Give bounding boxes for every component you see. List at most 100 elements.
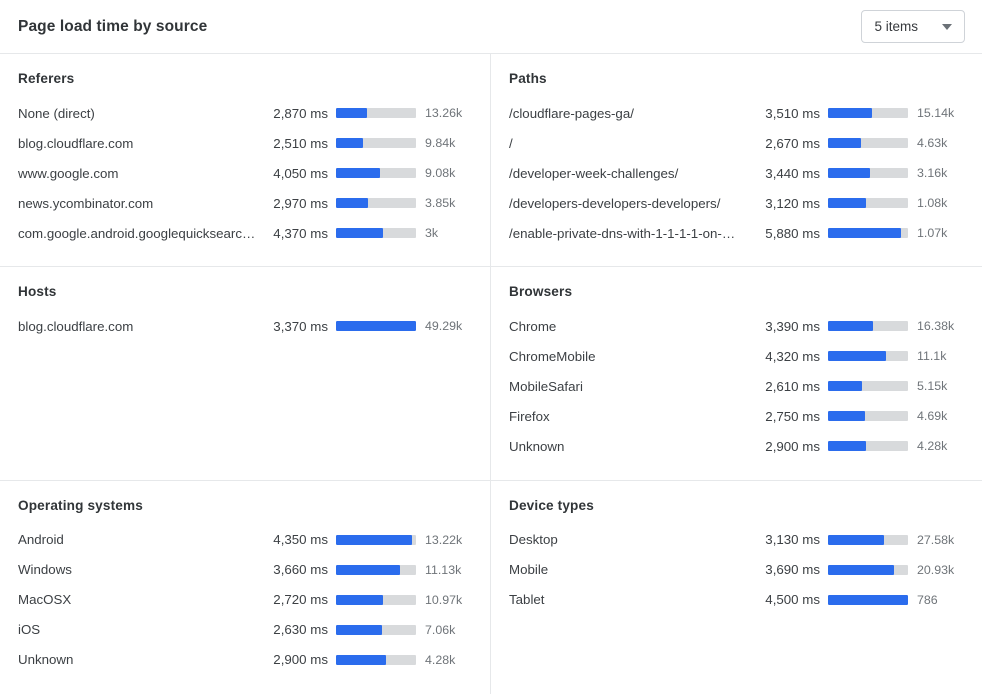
data-row[interactable]: /developer-week-challenges/3,440 ms 3.16k xyxy=(509,158,965,188)
data-row[interactable]: Chrome 3,390 ms 16.38k xyxy=(509,311,965,341)
row-load-time: 2,900 ms xyxy=(273,652,328,668)
row-label: None (direct) xyxy=(18,105,95,121)
row-load-time: 4,350 ms xyxy=(273,532,328,548)
panel-header: Page load time by source 5 items xyxy=(0,0,982,53)
row-load-time: 2,630 ms xyxy=(273,622,328,638)
section-title: Device types xyxy=(509,497,594,513)
row-label: Android xyxy=(18,532,64,548)
row-label: Firefox xyxy=(509,408,550,424)
section-title: Referers xyxy=(18,71,75,86)
data-row[interactable]: Unknown 2,900 ms 4.28k xyxy=(509,431,965,461)
data-row[interactable]: news.ycombinator.com 2,970 ms 3.85k xyxy=(18,188,473,218)
row-bar-track xyxy=(336,108,416,118)
data-row[interactable]: iOS 2,630 ms 7.06k xyxy=(18,615,473,645)
row-bar-track xyxy=(336,198,416,208)
row-bar-fill xyxy=(828,138,861,148)
row-load-time: 2,750 ms xyxy=(765,408,820,424)
row-load-time: 2,900 ms xyxy=(765,438,820,454)
section-title: Hosts xyxy=(18,284,57,300)
row-bar-track xyxy=(336,654,416,665)
row-label: Unknown xyxy=(18,652,74,668)
row-bar-track xyxy=(828,108,908,118)
row-bar-track xyxy=(828,138,908,148)
row-count: 9.84k xyxy=(425,136,456,150)
data-row[interactable]: blog.cloudflare.com 3,370 ms 49.29k xyxy=(18,311,473,341)
row-bar-track xyxy=(336,624,416,635)
row-label: / xyxy=(509,135,513,151)
row-bar-fill xyxy=(336,198,368,208)
row-count: 11.1k xyxy=(917,349,947,364)
row-label: iOS xyxy=(18,622,41,638)
sections-grid: Referers None (direct) 2,870 ms 13.26k blog.… xyxy=(0,53,982,694)
row-load-time: 3,510 ms xyxy=(765,105,820,121)
row-count: 13.26k xyxy=(425,106,463,120)
row-label: /enable-private-dns-with-1-1-1-1-on-… xyxy=(509,225,736,241)
row-bar-track xyxy=(828,321,908,332)
data-row[interactable]: /developers-developers-developers/3,120 … xyxy=(509,188,965,218)
section-card: Browsers Chrome 3,390 ms 16.38k ChromeMobile… xyxy=(491,267,982,481)
row-label: MacOSX xyxy=(18,592,72,608)
section-card: Operating systems Android 4,350 ms 13.22k Wi… xyxy=(0,480,491,694)
row-load-time: 2,510 ms xyxy=(273,135,328,151)
data-row[interactable]: www.google.com 4,050 ms 9.08k xyxy=(18,158,473,188)
data-row[interactable]: Firefox 2,750 ms 4.69k xyxy=(509,401,965,431)
row-bar-fill xyxy=(828,594,908,605)
row-label: /developers-developers-developers/ xyxy=(509,195,721,211)
row-bar-fill xyxy=(336,168,380,178)
row-bar-track xyxy=(828,594,908,605)
row-bar-fill xyxy=(828,534,884,545)
row-bar-fill xyxy=(336,138,364,148)
data-row[interactable]: blog.cloudflare.com 2,510 ms 9.84k xyxy=(18,128,473,158)
row-load-time: 4,500 ms xyxy=(765,592,820,608)
row-bar-fill xyxy=(828,228,901,238)
row-label: news.ycombinator.com xyxy=(18,195,154,211)
data-row[interactable]: None (direct) 2,870 ms 13.26k xyxy=(18,98,473,128)
row-bar-fill xyxy=(828,411,865,422)
row-bar-fill xyxy=(828,381,863,392)
row-bar-fill xyxy=(336,321,416,332)
row-label: com.google.android.googlequicksearc… xyxy=(18,225,256,241)
row-bar-track xyxy=(828,198,908,208)
data-row[interactable]: Unknown 2,900 ms 4.28k xyxy=(18,645,473,675)
data-row[interactable]: MacOSX 2,720 ms 10.97k xyxy=(18,585,473,615)
data-row[interactable]: com.google.android.googlequicksearc… 4,37… xyxy=(18,218,473,248)
row-bar-track xyxy=(336,534,416,545)
row-load-time: 2,720 ms xyxy=(273,592,328,608)
row-count: 13.22k xyxy=(425,532,463,547)
page-title: Page load time by source xyxy=(18,17,208,35)
section-title: Paths xyxy=(509,71,547,86)
row-bar-track xyxy=(336,564,416,575)
data-row[interactable]: Mobile 3,690 ms 20.93k xyxy=(509,555,965,585)
row-count: 4.28k xyxy=(425,652,456,667)
data-row[interactable]: Windows 3,660 ms 11.13k xyxy=(18,555,473,585)
row-bar-track xyxy=(828,381,908,392)
row-label: Chrome xyxy=(509,318,557,334)
row-label: Desktop xyxy=(509,532,558,548)
data-row[interactable]: Android 4,350 ms 13.22k xyxy=(18,525,473,555)
row-count: 3k xyxy=(425,226,439,240)
row-load-time: 4,370 ms xyxy=(273,225,328,241)
row-label: MobileSafari xyxy=(509,378,583,394)
row-bar-track xyxy=(828,441,908,452)
row-bar-fill xyxy=(828,321,873,332)
row-load-time: 2,870 ms xyxy=(273,105,328,121)
row-label: blog.cloudflare.com xyxy=(18,135,134,151)
row-bar-fill xyxy=(336,654,387,665)
row-count: 786 xyxy=(917,592,938,607)
data-row[interactable]: Desktop 3,130 ms 27.58k xyxy=(509,525,965,555)
data-row[interactable]: MobileSafari 2,610 ms 5.15k xyxy=(509,371,965,401)
row-bar-track xyxy=(828,534,908,545)
row-load-time: 3,440 ms xyxy=(765,165,820,181)
row-count: 27.58k xyxy=(917,532,955,547)
data-row[interactable]: Tablet 4,500 ms 786 xyxy=(509,585,965,615)
data-row[interactable]: ChromeMobile 4,320 ms 11.1k xyxy=(509,341,965,371)
items-count-select-value: 5 items xyxy=(874,19,918,34)
data-row[interactable]: /cloudflare-pages-ga/3,510 ms 15.14k xyxy=(509,98,965,128)
row-label: Mobile xyxy=(509,562,549,578)
data-row[interactable]: / 2,670 ms 4.63k xyxy=(509,128,965,158)
row-bar-fill xyxy=(828,198,867,208)
items-count-select[interactable]: 5 items xyxy=(861,10,965,43)
data-row[interactable]: /enable-private-dns-with-1-1-1-1-on-… 5,8… xyxy=(509,218,965,248)
row-count: 20.93k xyxy=(917,562,955,577)
